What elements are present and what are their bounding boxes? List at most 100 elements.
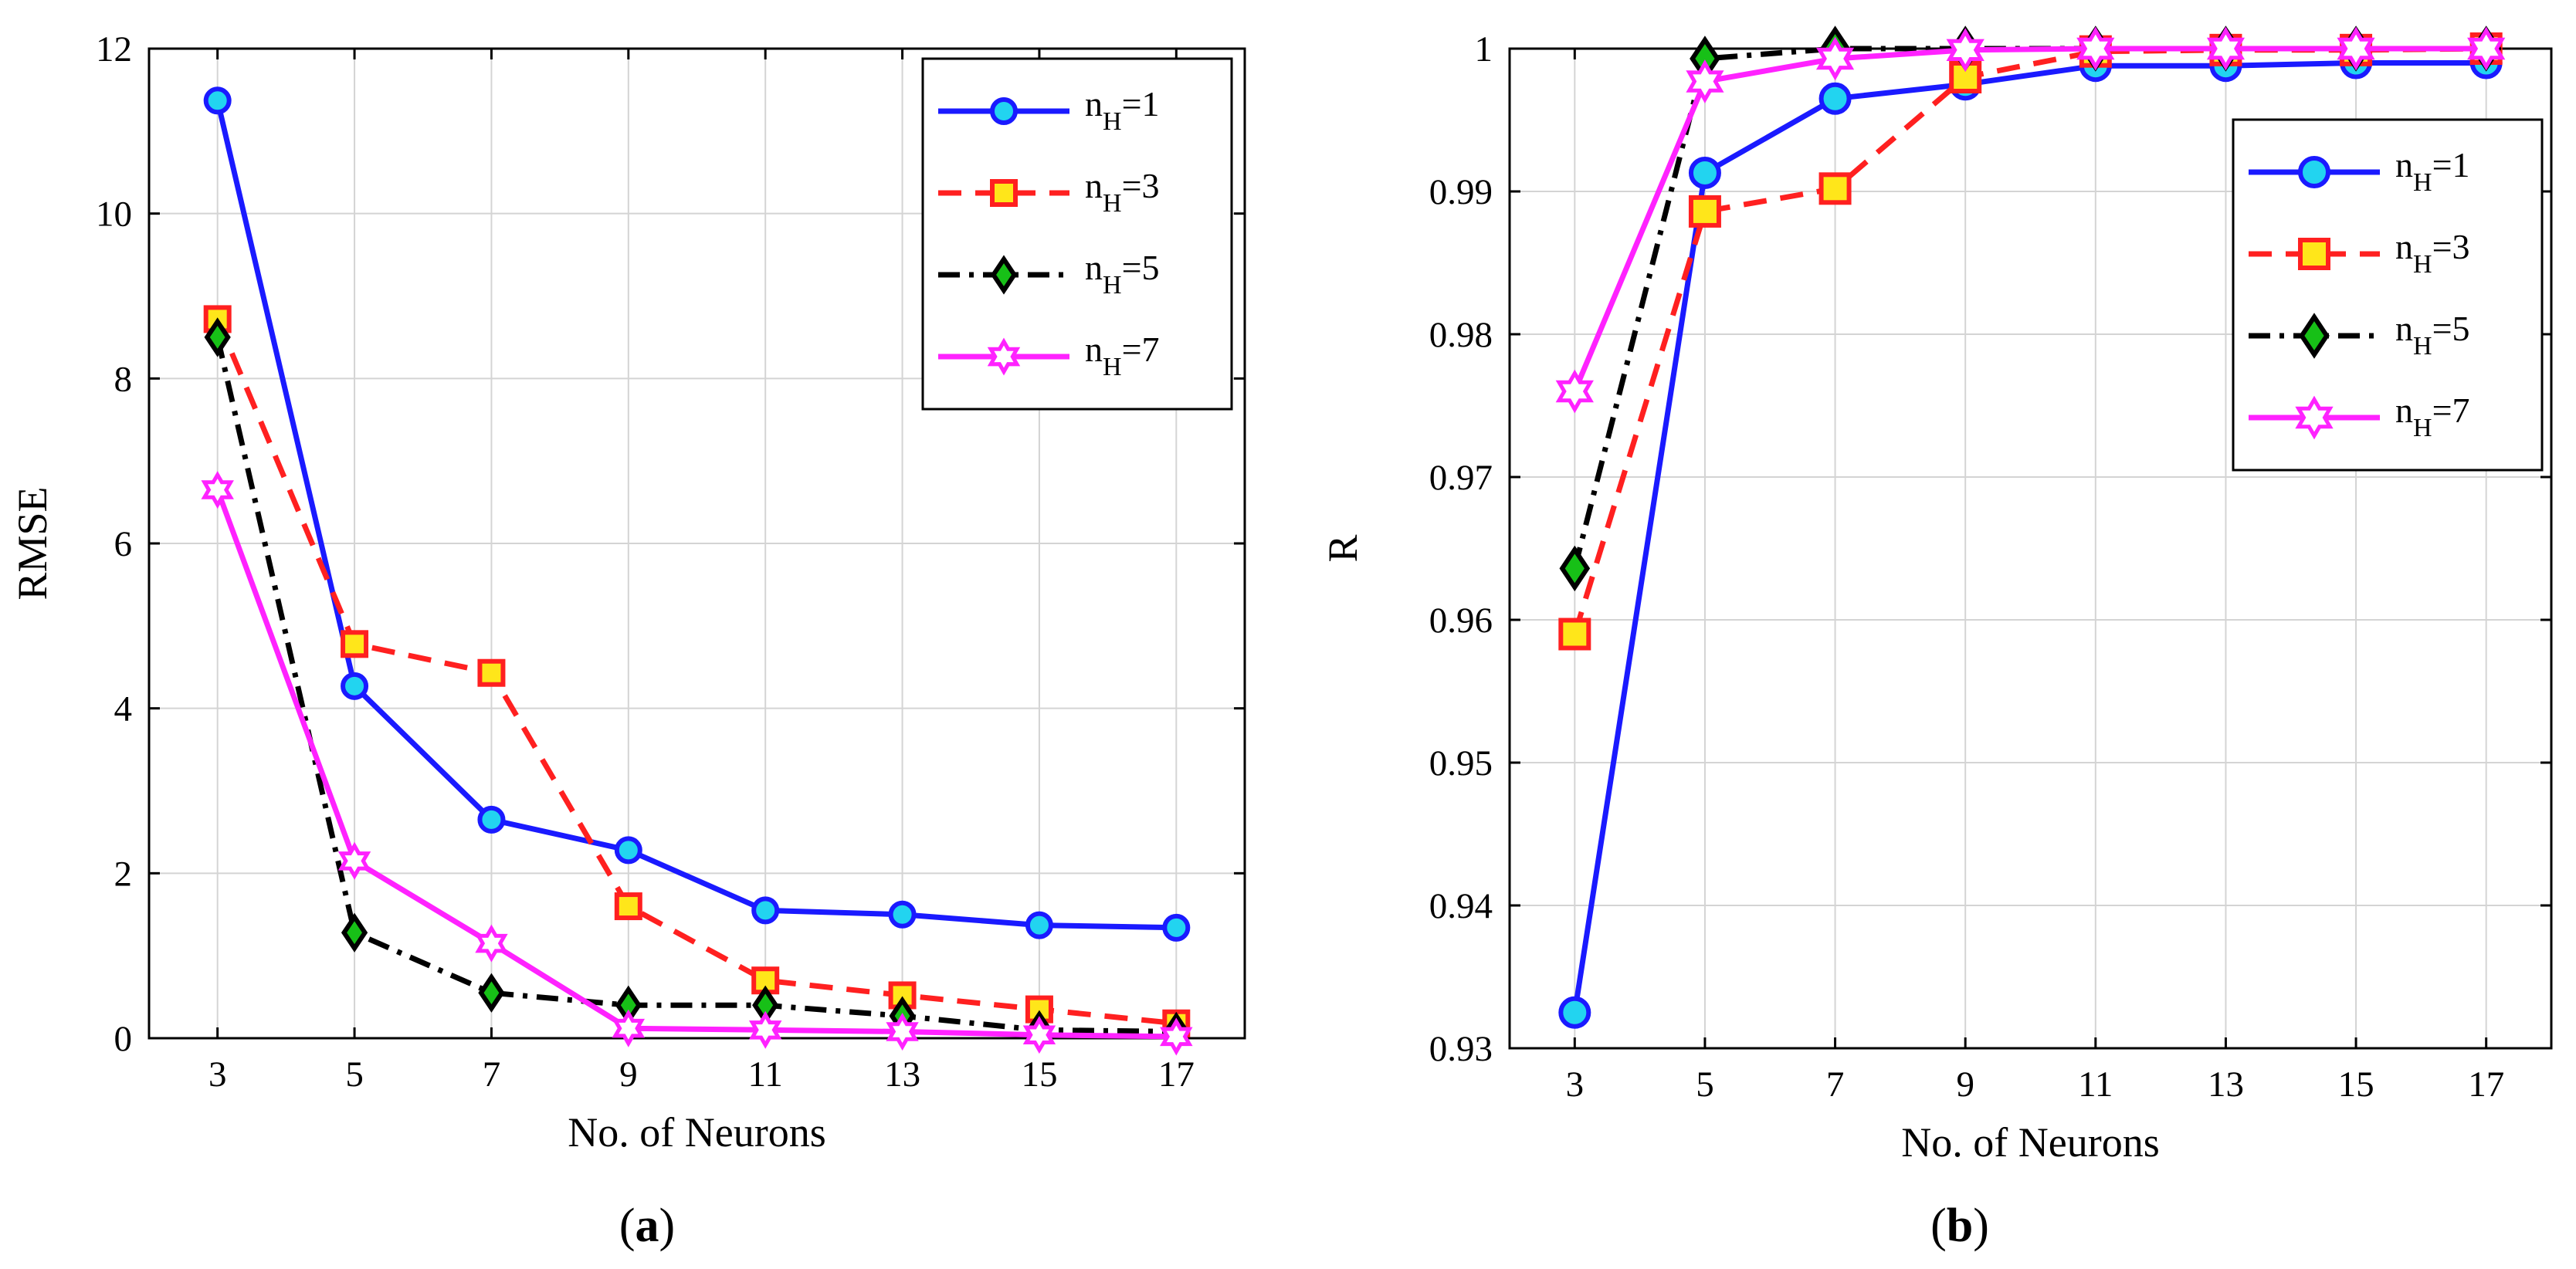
legend-label: nH=5: [1085, 248, 1160, 299]
legend-label: nH=1: [2395, 145, 2470, 197]
data-point: [1818, 82, 1852, 115]
series-group: [1555, 25, 2506, 1029]
series-1: [203, 86, 1191, 942]
data-point: [1559, 545, 1591, 592]
data-point: [477, 658, 506, 687]
y-tick-label: 8: [114, 359, 133, 399]
legend-marker: [990, 255, 1018, 295]
legend-marker: [2299, 313, 2330, 359]
data-point: [203, 86, 232, 115]
y-tick-label: 6: [114, 524, 133, 564]
data-point: [475, 924, 508, 963]
data-point: [2076, 26, 2115, 71]
data-point: [2337, 26, 2375, 71]
legend-label: nH=3: [2395, 227, 2470, 279]
y-axis-label: R: [1320, 534, 1366, 562]
x-tick-label: 11: [2078, 1064, 2113, 1105]
data-point: [1686, 59, 1724, 103]
y-tick-label: 0.97: [1429, 458, 1493, 498]
data-point: [886, 1013, 919, 1051]
y-tick-label: 0: [114, 1019, 133, 1059]
x-tick-label: 3: [208, 1054, 227, 1095]
data-point: [1815, 36, 1855, 81]
data-point: [888, 900, 917, 929]
y-tick-label: 0.96: [1429, 601, 1493, 641]
data-point: [614, 892, 642, 921]
legend-marker: [2295, 395, 2334, 440]
legend-label: nH=7: [1085, 330, 1160, 381]
data-point: [1558, 996, 1591, 1029]
x-tick-label: 15: [2338, 1064, 2374, 1105]
y-tick-label: 1: [1475, 29, 1493, 69]
data-point: [614, 836, 642, 865]
data-point: [1688, 195, 1721, 228]
series-4: [1555, 26, 2506, 414]
legend-box: [921, 57, 1233, 411]
legend-label: nH=3: [1085, 166, 1160, 218]
y-tick-label: 0.94: [1429, 886, 1493, 926]
data-point: [201, 471, 234, 509]
x-tick-label: 15: [1021, 1054, 1057, 1095]
legend-label: nH=1: [1085, 84, 1160, 136]
y-tick-label: 2: [114, 854, 133, 894]
caption-a: (a): [619, 1200, 675, 1252]
caption-b-letter: b: [1947, 1200, 1973, 1252]
legend-marker: [2298, 238, 2330, 270]
data-point: [1688, 156, 1721, 189]
y-tick-label: 0.98: [1429, 315, 1493, 355]
data-point: [1162, 913, 1191, 942]
series-4: [201, 471, 1193, 1056]
legend-label: nH=7: [2395, 391, 2470, 442]
data-point: [2467, 26, 2506, 71]
data-point: [341, 630, 369, 658]
y-tick-label: 0.99: [1429, 172, 1493, 212]
data-point: [2206, 26, 2246, 71]
legend-marker: [990, 97, 1018, 125]
data-point: [341, 672, 369, 700]
legend-marker: [987, 337, 1021, 376]
legend-marker: [990, 179, 1018, 207]
data-point: [337, 841, 371, 880]
y-axis-label: RMSE: [9, 486, 56, 600]
x-tick-label: 13: [2208, 1064, 2244, 1105]
x-tick-label: 5: [1696, 1064, 1714, 1105]
x-axis-label: No. of Neurons: [1901, 1119, 2159, 1166]
legend: nH=1 nH=3 nH=5 nH=7: [921, 57, 1233, 411]
y-tick-label: 12: [96, 29, 132, 69]
chart-b: 3 5 7 9 11 13 15 17 0.93 0.94 0.95 0.96 0.97 0.98 0.99…: [1320, 25, 2553, 1166]
axes-box: [147, 47, 1246, 1040]
data-point: [748, 1010, 782, 1049]
data-point: [204, 317, 231, 357]
legend-label: nH=5: [2395, 309, 2470, 360]
data-point: [1818, 172, 1852, 205]
data-point: [1022, 1016, 1056, 1054]
x-tick-label: 9: [619, 1054, 638, 1095]
data-point: [751, 896, 780, 925]
data-point: [1558, 618, 1591, 651]
legend-box: [2232, 118, 2544, 472]
y-tick-label: 10: [96, 195, 132, 235]
x-tick-label: 9: [1956, 1064, 1974, 1105]
chart-a: 3 5 7 9 11 13 15 17 0 2 4 6 8 10 12 No. of Neurons RMSE n…: [9, 29, 1246, 1156]
y-tick-label: 4: [114, 689, 133, 729]
x-tick-label: 7: [1826, 1064, 1845, 1105]
caption-a-letter: a: [636, 1200, 659, 1252]
series-line: [215, 100, 1177, 931]
data-point: [1160, 1017, 1193, 1056]
caption-b: (b): [1930, 1200, 1989, 1252]
series-group: [201, 86, 1193, 1056]
series-line: [215, 489, 1177, 1040]
data-point: [1025, 911, 1053, 939]
y-tick-label: 0.95: [1429, 743, 1493, 783]
series-line: [215, 318, 1177, 1027]
series-line: [1572, 46, 2486, 393]
data-point: [341, 912, 368, 953]
data-point: [477, 805, 506, 834]
x-tick-label: 17: [2468, 1064, 2504, 1105]
series-line: [1571, 60, 2486, 1014]
data-point: [1555, 369, 1594, 414]
data-point: [478, 973, 505, 1013]
series-line: [215, 337, 1177, 1034]
data-point: [1946, 28, 1985, 73]
